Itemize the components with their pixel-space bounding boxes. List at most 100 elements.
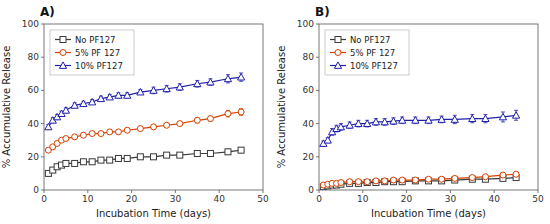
data-point <box>62 107 69 113</box>
x-tick-label: 0 <box>41 194 47 204</box>
data-point <box>194 117 200 123</box>
y-tick-label: 80 <box>28 52 40 62</box>
x-axis-label: Incubation Time (days) <box>96 208 211 219</box>
x-tick <box>263 190 264 193</box>
y-tick-label: 0 <box>308 185 314 195</box>
series-line <box>323 174 516 185</box>
legend-box <box>325 30 409 75</box>
legend-marker <box>334 62 341 68</box>
error-bar <box>195 118 199 123</box>
x-axis-label: Incubation Time (days) <box>371 208 486 219</box>
data-point <box>164 122 170 128</box>
data-point <box>177 121 183 127</box>
data-point <box>482 115 489 121</box>
y-tick-label: 100 <box>297 19 314 29</box>
data-point <box>482 174 488 180</box>
data-point <box>390 177 396 183</box>
y-tick <box>316 123 319 124</box>
data-point <box>225 149 231 155</box>
y-tick-label: 20 <box>28 152 40 162</box>
y-tick-label: 20 <box>303 152 315 162</box>
x-tick <box>131 190 132 193</box>
data-area <box>45 73 245 176</box>
y-tick-label: 80 <box>303 52 315 62</box>
series <box>320 110 520 146</box>
data-point <box>151 124 157 130</box>
legend: No PF1275% PF 12710% PF127 <box>50 30 134 75</box>
data-point <box>115 92 122 98</box>
data-point <box>324 137 331 143</box>
data-point <box>373 178 379 184</box>
data-point <box>107 157 113 163</box>
y-tick <box>316 90 319 91</box>
x-tick <box>44 190 45 193</box>
legend-label: No PF127 <box>75 35 116 45</box>
legend-marker <box>335 37 341 43</box>
data-point <box>115 129 121 135</box>
data-point <box>412 178 418 184</box>
data-point <box>164 152 170 158</box>
data-point <box>500 172 506 178</box>
x-tick <box>319 190 320 193</box>
series-line <box>48 150 241 173</box>
data-point <box>426 176 432 182</box>
data-point <box>469 175 475 181</box>
y-tick-label: 60 <box>28 85 40 95</box>
data-point <box>124 155 130 161</box>
data-point <box>513 171 519 177</box>
y-tick-label: 40 <box>303 119 315 129</box>
panel-title: A) <box>40 5 55 19</box>
series <box>45 109 244 154</box>
data-point <box>98 157 104 163</box>
plot-frame <box>319 24 538 190</box>
y-tick <box>316 57 319 58</box>
data-point <box>225 111 231 117</box>
data-point <box>355 179 361 185</box>
data-point <box>107 129 113 135</box>
legend-box <box>50 30 134 75</box>
data-point <box>452 175 458 181</box>
x-tick-label: 30 <box>170 194 182 204</box>
legend-label: 5% PF 127 <box>75 48 120 58</box>
plot-frame <box>44 24 263 190</box>
x-tick <box>406 190 407 193</box>
data-point <box>381 118 388 124</box>
data-point <box>176 83 183 89</box>
x-tick <box>494 190 495 193</box>
y-tick <box>41 24 44 25</box>
series <box>320 175 519 190</box>
data-point <box>207 116 213 122</box>
x-tick-label: 40 <box>488 194 500 204</box>
legend-label: No PF127 <box>350 35 391 45</box>
figure: 01020304050020406080100Incubation Time (… <box>0 0 550 224</box>
legend-marker <box>60 50 66 56</box>
data-point <box>382 178 388 184</box>
panel-title: B) <box>315 5 330 19</box>
data-area <box>320 110 520 189</box>
x-tick-label: 50 <box>257 194 269 204</box>
y-tick-label: 100 <box>22 19 39 29</box>
x-tick <box>175 190 176 193</box>
data-point <box>364 120 371 126</box>
data-point <box>80 159 86 165</box>
data-point <box>89 159 95 165</box>
x-tick-label: 40 <box>213 194 225 204</box>
y-tick <box>41 90 44 91</box>
data-point <box>451 116 458 122</box>
data-point <box>412 177 418 183</box>
series-line <box>48 77 241 127</box>
data-point <box>72 134 78 140</box>
y-tick-label: 60 <box>303 85 315 95</box>
data-point <box>469 115 476 121</box>
data-point <box>97 95 104 101</box>
data-point <box>137 88 144 94</box>
x-tick <box>219 190 220 193</box>
data-point <box>194 150 200 156</box>
x-tick <box>87 190 88 193</box>
y-tick <box>316 156 319 157</box>
data-point <box>207 150 213 156</box>
data-point <box>390 118 397 124</box>
data-point <box>355 120 362 126</box>
data-point <box>137 126 143 132</box>
data-point <box>98 131 104 137</box>
